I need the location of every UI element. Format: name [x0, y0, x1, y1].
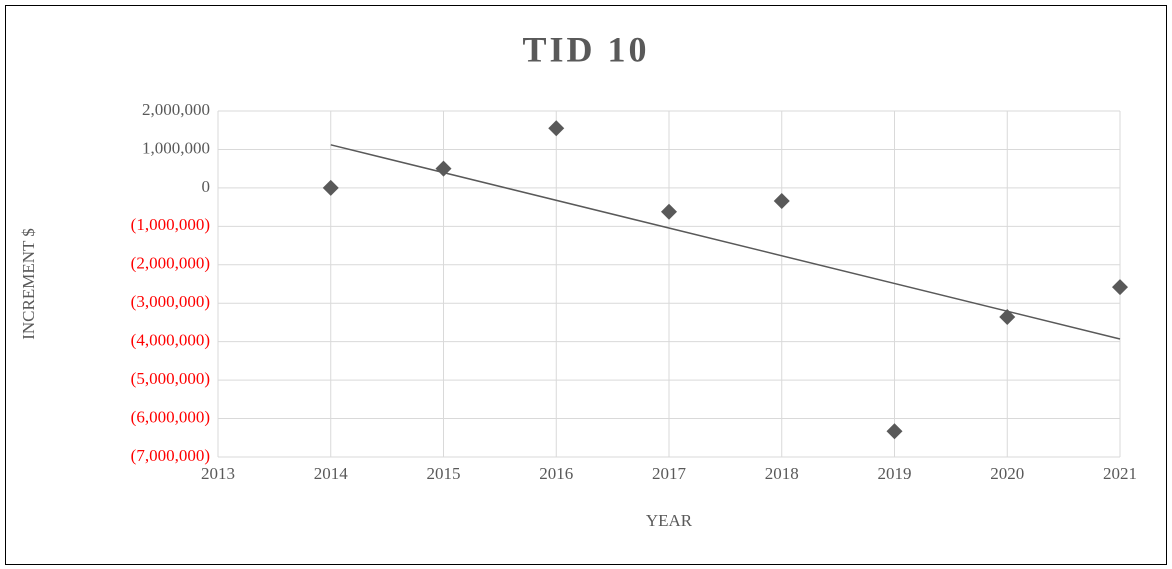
x-tick-label: 2020	[990, 464, 1024, 483]
x-tick-label: 2018	[765, 464, 799, 483]
point	[435, 160, 452, 177]
y-axis-label: INCREMENT $	[19, 228, 38, 340]
x-tick-label: 2017	[652, 464, 687, 483]
x-tick-label: 2013	[201, 464, 235, 483]
y-tick-label: (2,000,000)	[131, 254, 210, 273]
y-tick-label: 0	[202, 177, 211, 196]
point	[999, 309, 1016, 326]
point	[661, 203, 677, 220]
y-tick-label: (7,000,000)	[131, 446, 210, 465]
y-tick-label: (1,000,000)	[131, 215, 210, 234]
y-tick-label: (4,000,000)	[131, 331, 210, 350]
point	[548, 120, 565, 137]
y-tick-label: (6,000,000)	[131, 407, 210, 426]
x-tick-label: 2015	[427, 464, 461, 483]
y-tick-label: (3,000,000)	[131, 292, 210, 311]
x-tick-label: 2021	[1103, 464, 1137, 483]
point	[322, 179, 339, 196]
y-tick-label: 1,000,000	[142, 138, 210, 157]
point	[773, 192, 790, 209]
x-tick-label: 2019	[878, 464, 912, 483]
x-axis-label: YEAR	[646, 511, 693, 530]
point	[886, 423, 903, 440]
chart-border	[5, 5, 1167, 565]
y-tick-label: (5,000,000)	[131, 369, 210, 388]
x-tick-label: 2016	[539, 464, 573, 483]
trendline	[330, 144, 1121, 340]
point	[1112, 279, 1128, 296]
chart-title: TID 10	[522, 29, 649, 69]
y-tick-label: 2,000,000	[142, 100, 210, 119]
x-tick-label: 2014	[314, 464, 349, 483]
